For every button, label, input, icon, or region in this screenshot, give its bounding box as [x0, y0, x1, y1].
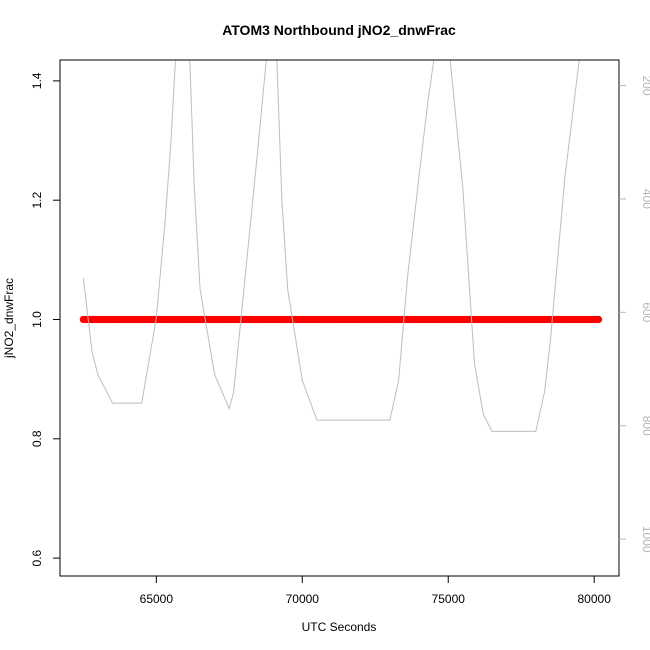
- y-axis-label: jNO2_dnwFrac: [2, 278, 16, 359]
- x-axis-label: UTC Seconds: [302, 620, 377, 634]
- data-point: [594, 315, 603, 324]
- x-tick-label: 80000: [578, 592, 612, 606]
- y-axis: 0.6 0.8 1.0 1.2 1.4: [30, 72, 60, 566]
- y-tick-label: 0.6: [30, 549, 44, 566]
- series-points-0: [79, 315, 603, 324]
- y-tick-label: 1.0: [30, 311, 44, 328]
- y2-tick-label: 600: [640, 302, 650, 322]
- y-tick-label: 0.8: [30, 430, 44, 447]
- x-tick-label: 75000: [432, 592, 466, 606]
- y2-tick-label: 800: [640, 416, 650, 436]
- x-tick-label: 65000: [140, 592, 174, 606]
- y-tick-label: 1.4: [30, 72, 44, 89]
- series-layer: [79, 60, 603, 432]
- series-line-1: [82, 60, 580, 432]
- plot-frame: [59, 59, 620, 577]
- x-tick-label: 70000: [286, 592, 320, 606]
- secondary-y-axis: 200 400 600 800 1000: [619, 76, 650, 553]
- y2-tick-label: 200: [640, 76, 650, 96]
- x-axis: 65000 70000 75000 80000: [140, 576, 612, 606]
- chart-title: ATOM3 Northbound jNO2_dnwFrac: [222, 22, 456, 38]
- y2-tick-label: 400: [640, 189, 650, 209]
- y-tick-label: 1.2: [30, 192, 44, 209]
- y2-tick-label: 1000: [640, 526, 650, 553]
